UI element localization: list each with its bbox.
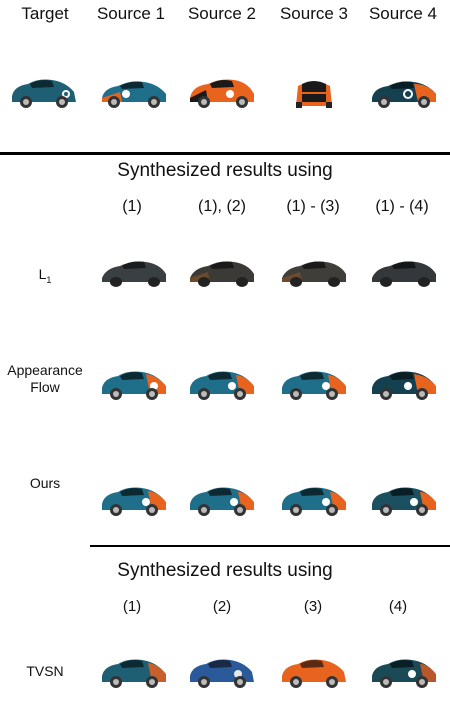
car-tvsn-4-image	[372, 659, 436, 688]
car-l1-2-image	[190, 261, 254, 287]
car-source-1-image	[102, 81, 166, 108]
car-l1-1-image	[102, 261, 166, 287]
car-ours-3-image	[282, 487, 346, 516]
row-label-appearance-flow: Appearance Flow	[7, 362, 83, 395]
car-l1-3-image	[282, 261, 346, 287]
car-af-3-image	[282, 371, 346, 400]
section-2-title: Synthesized results using	[117, 560, 333, 581]
car-af-4-image	[372, 371, 436, 400]
top-divider	[0, 152, 450, 155]
section-1-col-4: (1) - (4)	[375, 198, 429, 215]
header-source-1: Source 1	[96, 4, 166, 23]
car-af-2-image	[190, 371, 254, 400]
car-source-2-image	[190, 79, 254, 108]
header-source-2: Source 2	[187, 4, 257, 23]
section-1-title: Synthesized results using	[117, 160, 333, 181]
section-1-col-3: (1) - (3)	[286, 198, 340, 215]
section-2-col-4: (4)	[388, 598, 408, 615]
car-source-3-image	[296, 81, 332, 108]
row-label-ours: Ours	[29, 475, 61, 491]
row-label-l1: L1	[38, 266, 52, 285]
car-ours-4-image	[372, 487, 436, 516]
car-tvsn-2-image	[190, 659, 254, 688]
row-label-tvsn: TVSN	[26, 663, 64, 679]
section-2-col-2: (2)	[212, 598, 232, 615]
section-1-col-1: (1)	[122, 198, 142, 215]
header-target: Target	[21, 4, 69, 23]
car-ours-1-image	[102, 487, 166, 516]
header-source-3: Source 3	[279, 4, 349, 23]
car-tvsn-3-image	[282, 659, 346, 688]
car-tvsn-1-image	[102, 659, 166, 688]
bottom-divider	[90, 545, 450, 547]
car-af-1-image	[102, 371, 166, 400]
car-source-4-image	[372, 81, 436, 108]
header-source-4: Source 4	[368, 4, 438, 23]
section-1-col-2: (1), (2)	[198, 198, 246, 215]
car-l1-4-image	[372, 261, 436, 287]
car-ours-2-image	[190, 487, 254, 516]
section-2-col-3: (3)	[303, 598, 323, 615]
section-2-col-1: (1)	[122, 598, 142, 615]
car-target-image	[12, 79, 76, 108]
